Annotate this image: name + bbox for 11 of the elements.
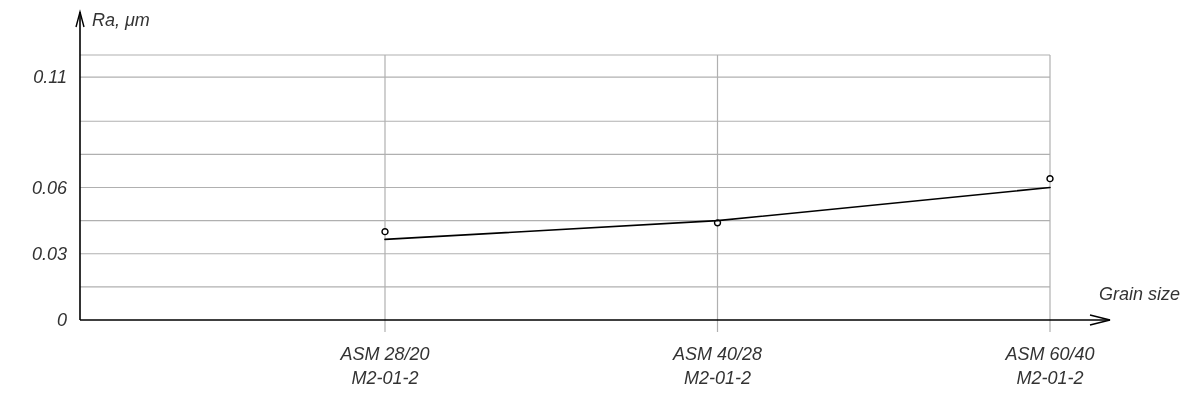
x-tick-label: ASM 28/20 M2-01-2 [339, 344, 430, 388]
point [381, 227, 389, 236]
y-tick-label: 0 [56, 310, 67, 331]
x-tick-label: ASM 60/40 M2-01-2 [1004, 344, 1095, 388]
x-tick-label: ASM 40/28 M2-01-2 [671, 344, 763, 388]
y-axis-title: Ra, μm [92, 10, 150, 31]
y-tick-label: 0.11 [33, 67, 67, 88]
x-axis-title: Grain size [1098, 284, 1180, 304]
point [1046, 174, 1054, 183]
y-tick-label: 0.03 [31, 244, 67, 265]
y-tick-label: 0.06 [31, 177, 68, 198]
